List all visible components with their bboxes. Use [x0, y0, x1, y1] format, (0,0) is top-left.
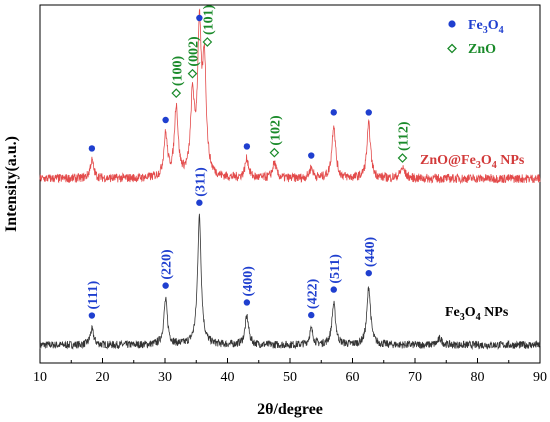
zno-marker	[269, 147, 280, 158]
zno-hkl-label: (112)	[397, 121, 412, 151]
zno-marker	[397, 153, 408, 163]
zno-hkl-label: (101)	[201, 4, 216, 35]
legend-zno-label: ZnO	[468, 42, 496, 57]
x-tick-label: 10	[33, 370, 47, 385]
fe3o4-marker	[243, 299, 251, 306]
trace-zno-fe3o4	[39, 8, 541, 185]
zno-marker	[187, 68, 198, 79]
fe3o4-marker-composite	[308, 152, 315, 159]
fe3o4-hkl-label: (422)	[305, 278, 320, 309]
x-tick-label: 20	[96, 370, 110, 385]
fe3o4-trace-label: Fe3O4 NPs	[445, 305, 509, 323]
x-tick-label: 90	[533, 370, 547, 385]
x-tick-label: 50	[283, 370, 297, 385]
legend-fe3o4-marker	[448, 20, 456, 28]
fe3o4-marker-composite	[196, 14, 203, 22]
fe3o4-hkl-label: (311)	[193, 167, 208, 197]
fe3o4-marker	[162, 282, 169, 289]
fe3o4-marker	[308, 311, 315, 319]
fe3o4-marker	[330, 286, 337, 293]
fe3o4-hkl-label: (440)	[363, 237, 378, 268]
trace-fe3o4	[39, 213, 541, 351]
composite-trace-label: ZnO@Fe3O4 NPs	[420, 153, 525, 171]
fe3o4-marker	[88, 312, 96, 319]
fe3o4-hkl-label: (400)	[241, 266, 256, 297]
x-tick-label: 60	[346, 370, 360, 385]
x-tick-label: 80	[471, 370, 485, 385]
zno-marker	[202, 37, 213, 47]
x-tick-label: 40	[221, 370, 235, 385]
y-axis-title: Intensity(a.u.)	[3, 136, 20, 232]
fe3o4-marker-composite	[330, 109, 337, 116]
traces	[39, 8, 541, 351]
hkl-labels: (111) (220) (311) (400) (422) (511) (440) (100)…	[86, 4, 412, 309]
x-tick-label: 30	[158, 370, 172, 385]
fe3o4-marker-composite	[365, 109, 372, 116]
fe3o4-hkl-label: (111)	[86, 280, 101, 309]
zno-marker	[171, 88, 182, 99]
x-tick-label: 70	[408, 370, 422, 385]
zno-hkl-label: (002)	[187, 36, 202, 67]
fe3o4-marker-composite	[243, 143, 251, 150]
peak-markers	[88, 14, 408, 319]
fe3o4-marker-composite	[88, 145, 96, 152]
fe3o4-hkl-label: (511)	[328, 254, 343, 284]
zno-hkl-label: (102)	[268, 115, 283, 146]
fe3o4-hkl-label: (220)	[160, 249, 175, 280]
fe3o4-marker	[196, 199, 203, 206]
legend: Fe3O4 ZnO	[447, 18, 504, 57]
legend-zno-marker	[447, 43, 457, 54]
zno-hkl-label: (100)	[170, 55, 185, 86]
fe3o4-marker	[365, 269, 372, 277]
trace-labels: Fe3O4 NPs ZnO@Fe3O4 NPs	[420, 153, 525, 323]
fe3o4-marker-composite	[162, 116, 169, 124]
x-axis-title: 2θ/degree	[257, 401, 323, 418]
legend-fe3o4-label: Fe3O4	[468, 18, 504, 36]
x-axis-ticks: 10 20 30 40 50 60 70 80 90	[33, 358, 547, 385]
